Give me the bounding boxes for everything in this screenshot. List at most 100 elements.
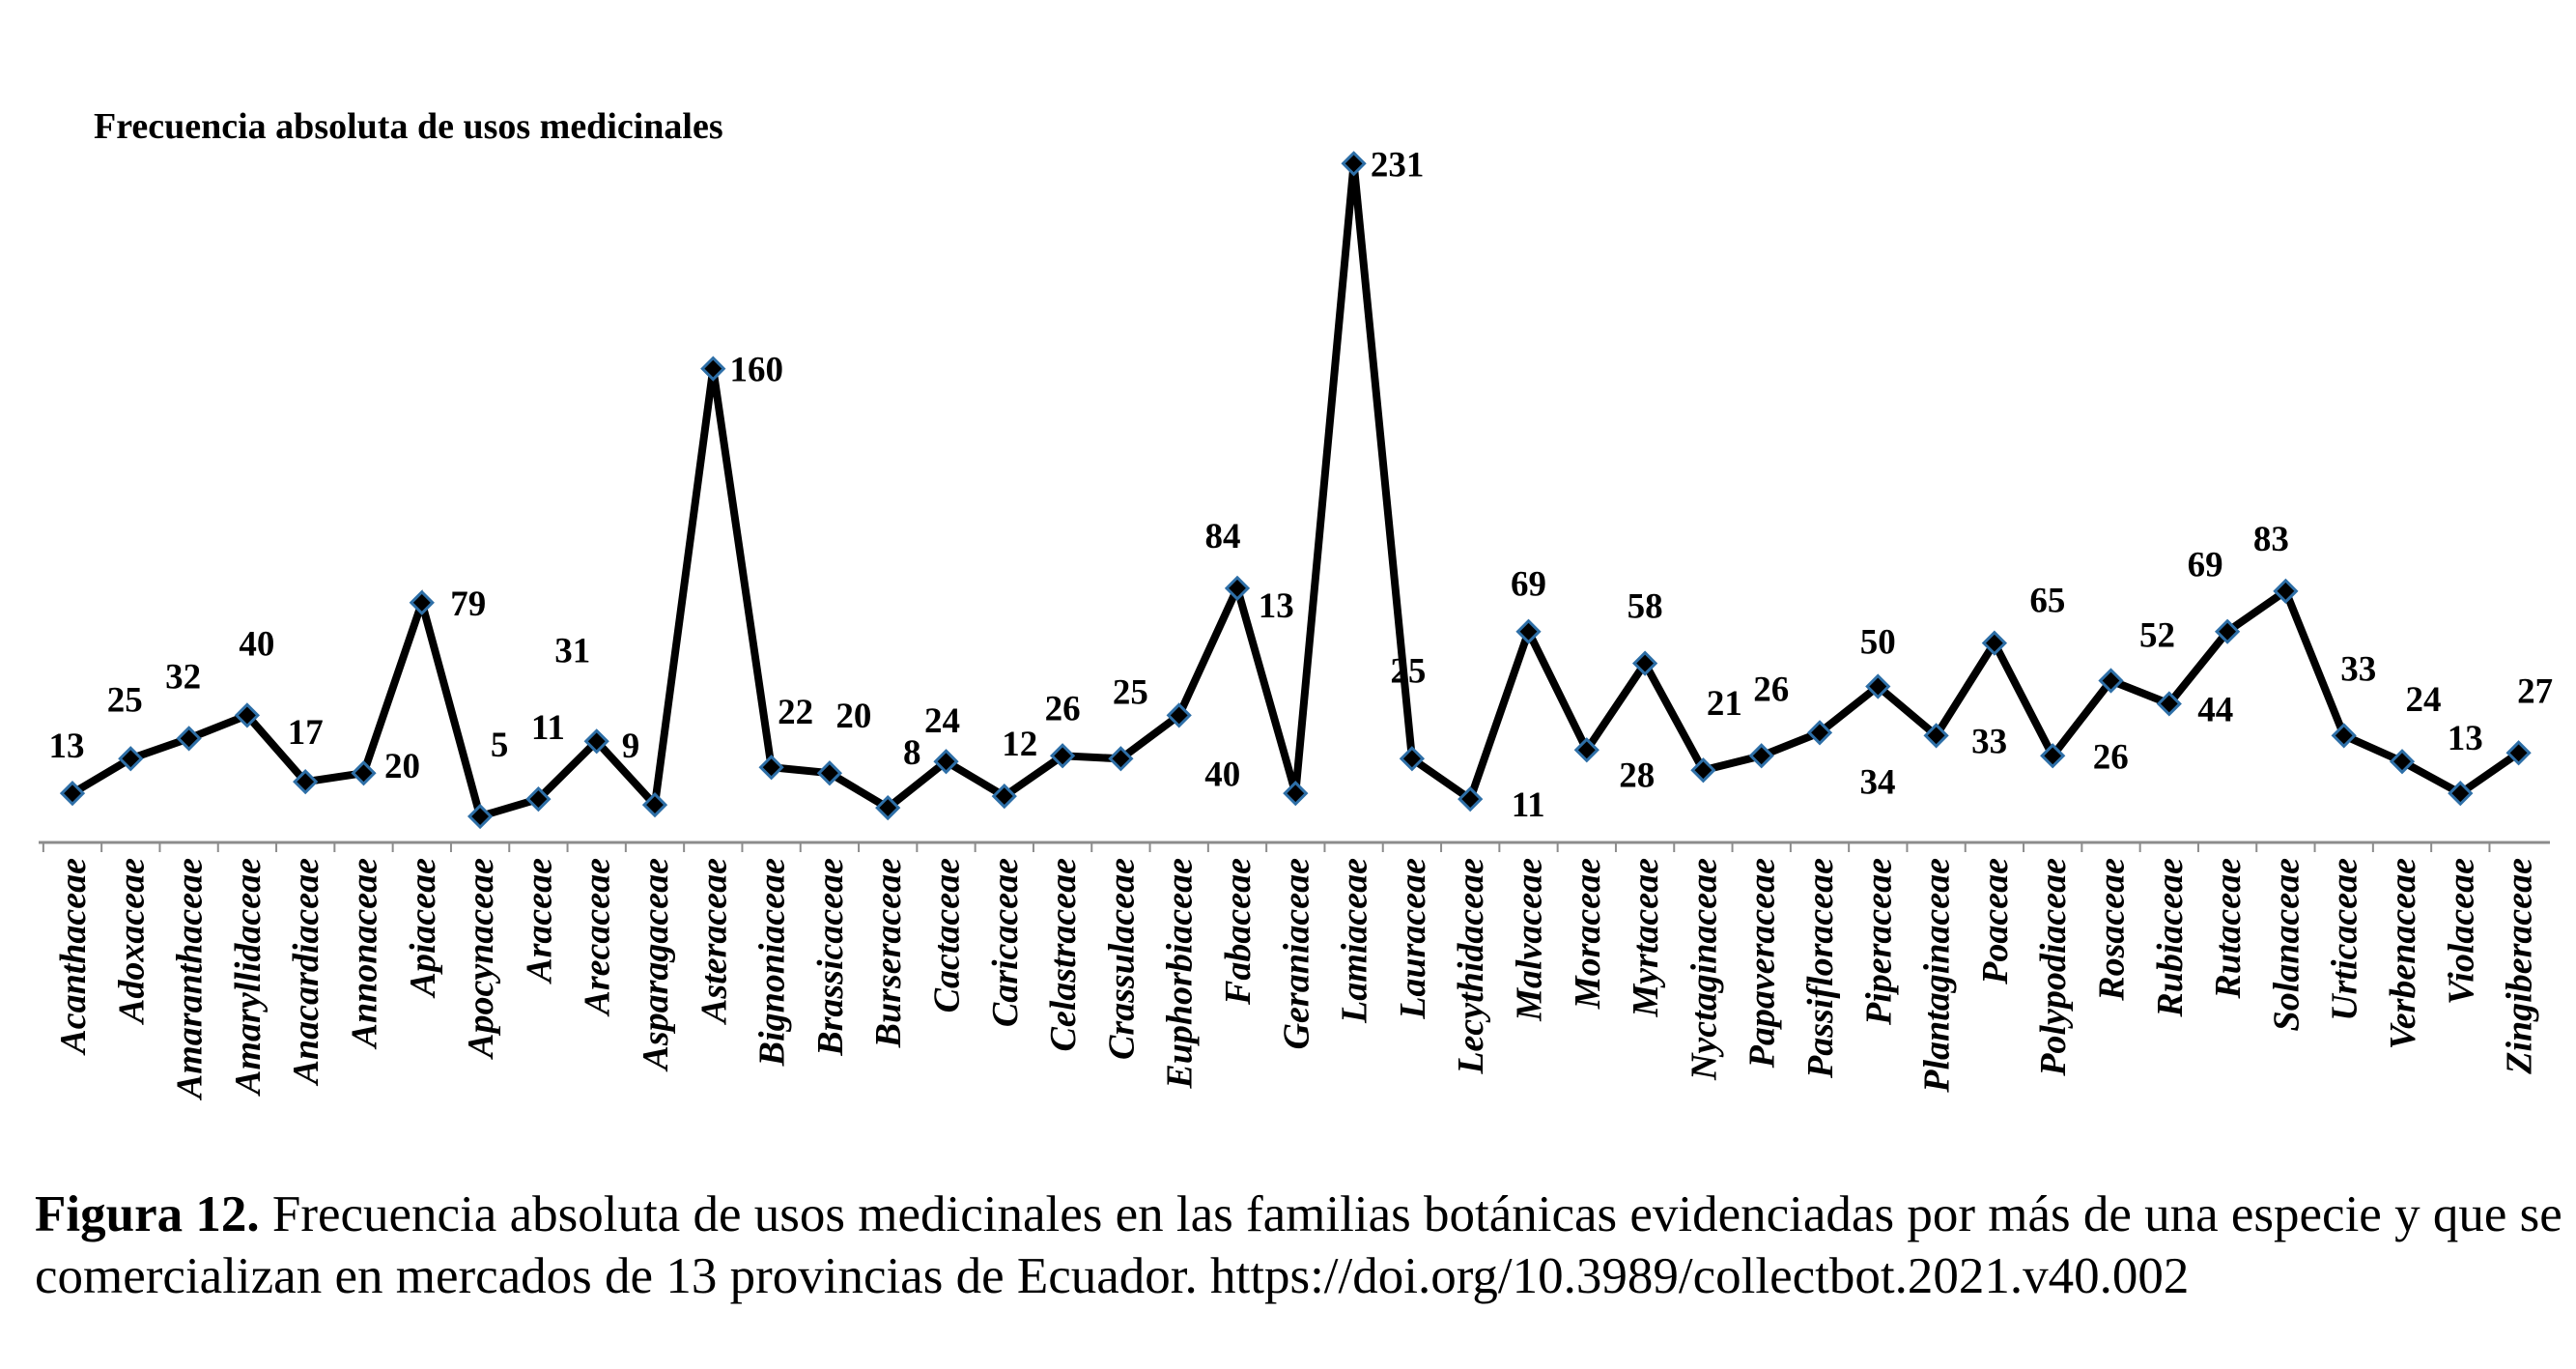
data-label-asteraceae: 160 xyxy=(730,351,784,390)
figure-label: Figura 12. xyxy=(35,1186,260,1242)
data-label-rubiaceae: 44 xyxy=(2197,690,2233,729)
data-point-myrtaceae xyxy=(1631,650,1658,676)
data-label-brassicaceae: 20 xyxy=(835,697,871,736)
data-markers xyxy=(59,151,2532,830)
data-point-plantaginaceae xyxy=(1923,723,1949,749)
tick-label-rutaceae: Rutaceae xyxy=(2208,858,2249,1000)
data-point-cactaceae xyxy=(933,749,959,775)
data-label-urticaceae: 33 xyxy=(2340,649,2376,689)
data-label-apiaceae: 79 xyxy=(450,585,486,624)
tick-label-polypodiaceae: Polypodiaceae xyxy=(2033,858,2074,1077)
tick-label-lecythidaceae: Lecythidaceae xyxy=(1451,858,1491,1075)
tick-label-anacardiaceae: Anacardiaceae xyxy=(286,858,326,1086)
tick-label-geraniaceae: Geraniaceae xyxy=(1276,858,1316,1050)
tick-label-arecaceae: Arecaceae xyxy=(578,858,618,1017)
data-label-myrtaceae: 58 xyxy=(1628,587,1663,627)
data-label-malvaceae: 69 xyxy=(1511,565,1546,605)
data-point-amaryllidaceae xyxy=(234,702,261,728)
data-label-amaryllidaceae: 40 xyxy=(239,624,274,664)
data-label-arecaceae: 31 xyxy=(554,631,590,670)
tick-label-zingiberaceae: Zingiberaceae xyxy=(2500,858,2540,1075)
data-label-nyctaginaceae: 21 xyxy=(1707,684,1742,724)
tick-label-lamiaceae: Lamiaceae xyxy=(1335,858,1375,1024)
series-line xyxy=(70,162,2521,821)
tick-label-rosaceae: Rosaceae xyxy=(2092,858,2133,1002)
tick-label-burseraceae: Burseraceae xyxy=(868,858,909,1048)
data-label-violaceae: 13 xyxy=(2448,719,2483,758)
category-labels: Acanthaceae Adoxaceae Amaranthaceae Amaryll… xyxy=(53,858,2540,1100)
data-point-malvaceae xyxy=(1515,618,1542,644)
data-label-papaveraceae: 26 xyxy=(1753,670,1789,709)
tick-label-brassicaceae: Brassicaceae xyxy=(810,858,851,1057)
tick-label-asparagaceae: Asparagaceae xyxy=(636,858,676,1072)
data-point-annonaceae xyxy=(351,760,377,786)
data-point-asparagaceae xyxy=(641,791,668,818)
tick-label-araceae: Araceae xyxy=(519,858,559,984)
caption-text: Frecuencia absoluta de usos medicinales … xyxy=(35,1186,2562,1304)
tick-label-bignoniaceae: Bignoniaceae xyxy=(752,858,793,1067)
tick-label-annonaceae: Annonaceae xyxy=(345,858,385,1049)
data-point-urticaceae xyxy=(2331,723,2357,749)
tick-label-malvaceae: Malvaceae xyxy=(1510,858,1550,1022)
data-label-plantaginaceae: 33 xyxy=(1971,722,2007,761)
tick-label-rubiaceae: Rubiaceae xyxy=(2150,858,2191,1018)
tick-label-lauraceae: Lauraceae xyxy=(1393,858,1433,1020)
data-label-lauraceae: 25 xyxy=(1390,651,1426,691)
tick-label-euphorbiaceae: Euphorbiaceae xyxy=(1160,858,1201,1090)
data-label-poaceae: 65 xyxy=(2029,582,2065,621)
data-point-crassulaceae xyxy=(1108,746,1134,772)
data-point-nyctaginaceae xyxy=(1690,757,1716,784)
tick-label-violaceae: Violaceae xyxy=(2441,858,2481,1005)
data-point-passifloraceae xyxy=(1806,720,1833,746)
data-label-geraniaceae: 13 xyxy=(1259,586,1294,626)
tick-label-amaryllidaceae: Amaryllidaceae xyxy=(228,858,269,1097)
tick-label-adoxaceae: Adoxaceae xyxy=(111,858,152,1025)
data-point-fabaceae xyxy=(1224,575,1251,601)
figure-caption: Figura 12. Frecuencia absoluta de usos m… xyxy=(35,1184,2565,1307)
data-label-crassulaceae: 25 xyxy=(1113,672,1148,712)
chart-title: Frecuencia absoluta de usos medicinales xyxy=(94,106,723,147)
data-label-lecythidaceae: 11 xyxy=(1512,785,1545,825)
tick-label-caricaceae: Caricaceae xyxy=(985,858,1026,1027)
data-point-araceae xyxy=(525,785,552,813)
tick-label-crassulaceae: Crassulaceae xyxy=(1101,858,1142,1060)
data-label-piperaceae: 50 xyxy=(1860,623,1896,663)
data-point-lecythidaceae xyxy=(1458,785,1484,813)
data-point-amaranthaceae xyxy=(176,726,202,752)
tick-label-cactaceae: Cactaceae xyxy=(927,858,968,1013)
data-point-moraceae xyxy=(1573,737,1599,763)
data-point-rosaceae xyxy=(2098,668,2124,694)
data-label-bignoniaceae: 22 xyxy=(778,693,813,732)
data-point-piperaceae xyxy=(1865,673,1891,699)
data-point-lauraceae xyxy=(1399,746,1426,772)
line-chart: Frecuencia absoluta de usos medicinales … xyxy=(39,106,2553,1100)
tick-label-passifloraceae: Passifloraceae xyxy=(1800,858,1841,1079)
data-point-anacardiaceae xyxy=(293,769,319,795)
tick-label-acanthaceae: Acanthaceae xyxy=(53,858,94,1056)
data-label-verbenaceae: 24 xyxy=(2406,680,2442,720)
data-label-cactaceae: 24 xyxy=(924,701,960,741)
data-point-celastraceae xyxy=(1049,743,1076,769)
data-label-solanaceae: 83 xyxy=(2253,520,2289,559)
data-point-asteraceae xyxy=(700,356,726,382)
data-point-papaveraceae xyxy=(1748,743,1774,769)
data-point-lamiaceae xyxy=(1341,151,1367,177)
data-point-verbenaceae xyxy=(2389,749,2416,775)
data-point-arecaceae xyxy=(583,728,609,755)
data-label-polypodiaceae: 26 xyxy=(2093,737,2129,777)
tick-label-apocynaceae: Apocynaceae xyxy=(461,858,501,1060)
data-point-burseraceae xyxy=(875,794,901,821)
data-label-moraceae: 28 xyxy=(1619,756,1655,795)
data-point-violaceae xyxy=(2448,781,2474,807)
data-label-euphorbiaceae: 40 xyxy=(1204,755,1240,794)
data-point-zingiberaceae xyxy=(2505,740,2532,766)
tick-label-poaceae: Poaceae xyxy=(1975,858,2016,985)
data-label-asparagaceae: 9 xyxy=(622,727,640,766)
data-point-acanthaceae xyxy=(59,781,86,807)
tick-label-moraceae: Moraceae xyxy=(1568,858,1608,1010)
data-point-rubiaceae xyxy=(2156,691,2182,717)
data-label-annonaceae: 20 xyxy=(384,747,420,786)
tick-label-fabaceae: Fabaceae xyxy=(1218,858,1259,1006)
tick-label-verbenaceae: Verbenaceae xyxy=(2383,858,2423,1050)
data-label-adoxaceae: 25 xyxy=(107,680,143,720)
